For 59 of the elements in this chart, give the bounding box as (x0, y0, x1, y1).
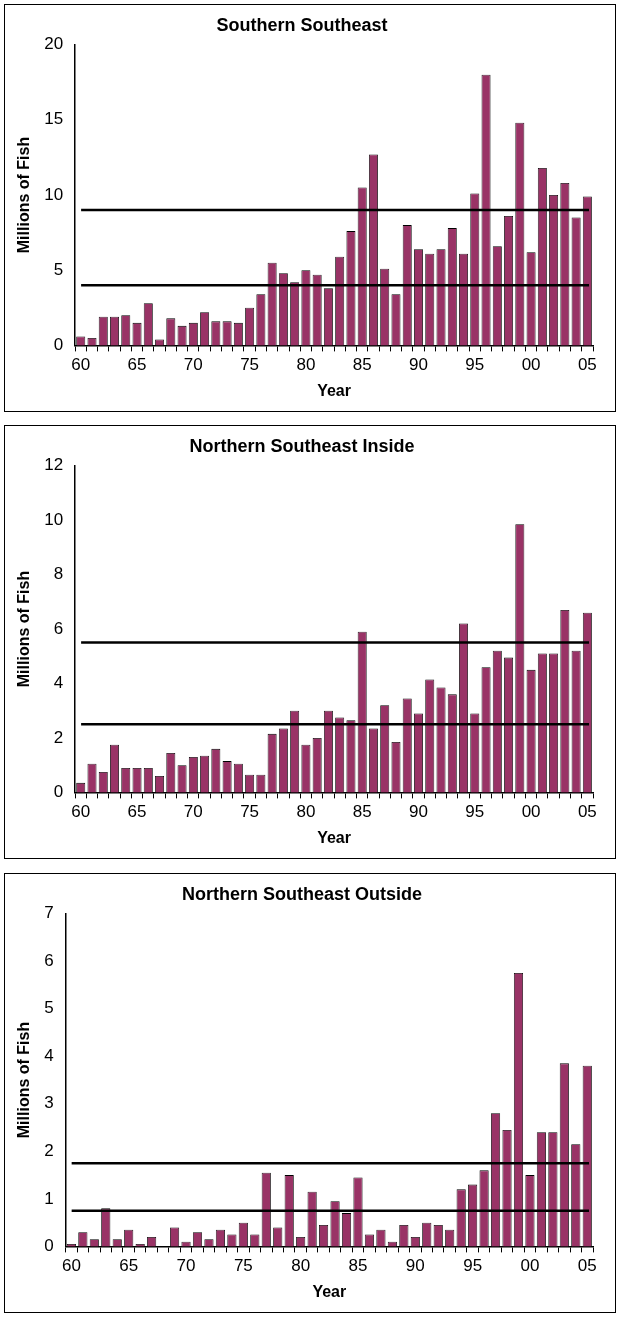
x-tick-label: 65 (127, 355, 147, 375)
y-tick-label: 0 (53, 782, 64, 802)
x-tick-label: 90 (405, 1256, 425, 1276)
chart-title: Southern Southeast (216, 14, 388, 35)
x-tick-label: 75 (240, 802, 260, 822)
x-axis-title: Year (317, 828, 351, 846)
y-tick-label: 2 (53, 727, 64, 747)
x-tick-label: 05 (577, 802, 597, 822)
y-tick-label: 4 (53, 673, 64, 693)
y-tick-label: 3 (44, 1093, 54, 1113)
x-tick-label: 60 (71, 355, 91, 375)
y-tick-label: 4 (44, 1045, 54, 1065)
y-axis-title: Millions of Fish (15, 570, 33, 688)
chart-title: Northern Southeast Outside (181, 883, 423, 904)
x-tick-label: 00 (521, 802, 541, 822)
y-tick-label: 6 (44, 950, 54, 970)
y-tick-label: 2 (44, 1141, 54, 1160)
x-tick-label: 65 (127, 802, 147, 822)
x-tick-label: 60 (61, 1256, 81, 1276)
x-tick-label: 90 (409, 355, 428, 375)
x-tick-label: 80 (296, 802, 316, 822)
x-tick-label: 95 (465, 355, 485, 375)
x-axis-title: Year (317, 381, 351, 399)
y-axis-title: Millions of Fish (15, 136, 33, 254)
x-tick-label: 95 (463, 1256, 483, 1276)
y-tick-label: 7 (44, 903, 54, 923)
x-axis-title: Year (312, 1282, 347, 1300)
x-tick-label: 60 (71, 802, 91, 822)
x-tick-label: 75 (240, 355, 260, 375)
y-tick-label: 0 (53, 335, 64, 355)
x-tick-label: 85 (348, 1256, 368, 1276)
y-tick-label: 12 (44, 455, 64, 475)
x-tick-label: 80 (291, 1256, 311, 1276)
y-tick-label: 1 (44, 1188, 54, 1208)
y-tick-label: 0 (44, 1236, 54, 1256)
y-tick-label: 15 (44, 109, 64, 129)
x-tick-label: 05 (577, 355, 597, 375)
y-tick-label: 10 (44, 509, 64, 529)
x-tick-label: 00 (520, 1256, 540, 1276)
x-tick-label: 95 (465, 802, 485, 822)
x-tick-label: 00 (521, 355, 541, 375)
x-tick-label: 70 (183, 802, 203, 822)
x-tick-label: 75 (233, 1256, 253, 1276)
x-tick-label: 90 (409, 802, 428, 822)
x-tick-label: 65 (119, 1256, 139, 1276)
y-tick-label: 20 (44, 34, 64, 54)
y-tick-label: 6 (53, 618, 64, 638)
y-axis-title: Millions of Fish (15, 1021, 33, 1139)
x-tick-label: 85 (352, 802, 372, 822)
x-tick-label: 85 (352, 355, 372, 375)
x-tick-label: 05 (577, 1256, 597, 1276)
y-tick-label: 5 (53, 259, 64, 279)
x-tick-label: 70 (183, 355, 203, 375)
chart-title: Northern Southeast Inside (189, 435, 415, 456)
x-tick-label: 80 (296, 355, 316, 375)
y-tick-label: 5 (44, 998, 54, 1018)
y-tick-label: 10 (44, 184, 64, 204)
y-tick-label: 8 (53, 564, 64, 584)
x-tick-label: 70 (176, 1256, 196, 1276)
